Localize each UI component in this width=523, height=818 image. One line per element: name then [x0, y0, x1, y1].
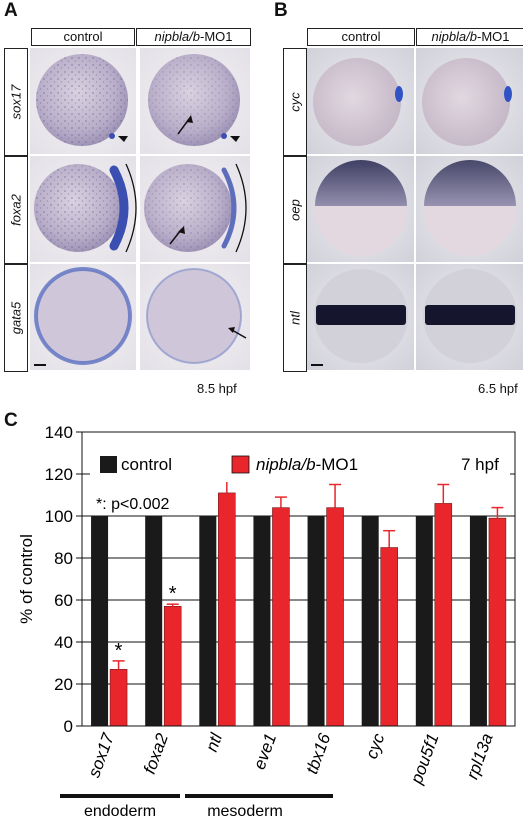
legend-label-control: control — [121, 455, 172, 474]
bar-mo-tbx16 — [327, 508, 344, 726]
y-tick-label-0: 0 — [64, 717, 73, 736]
significance-note: *: p<0.002 — [96, 496, 170, 513]
y-axis-label: % of control — [17, 534, 36, 624]
panel-a-header-mo-suffix: -MO1 — [200, 29, 233, 44]
bar-control-cyc — [362, 516, 379, 726]
embryo-b-ntl-mo — [416, 264, 523, 370]
embryo-b-cyc-mo — [416, 48, 523, 154]
panel-a-row-label-sox17: sox17 — [4, 48, 28, 156]
bar-mo-eve1 — [272, 508, 289, 726]
panel-b-row-label-ntl: ntl — [283, 264, 307, 372]
embryo-a-foxa2-control — [30, 156, 136, 262]
panel-b-letter: B — [274, 0, 288, 22]
bar-mo-ntl — [218, 493, 235, 726]
y-tick-label-40: 40 — [54, 633, 73, 652]
panel-a-image-grid — [28, 48, 252, 372]
endoderm-group-bar — [60, 794, 180, 798]
panel-b-header-mo-suffix: -MO1 — [477, 29, 510, 44]
bar-control-sox17 — [91, 516, 108, 726]
legend-label-mo-suffix: -MO1 — [316, 455, 359, 474]
panel-b-stage: 6.5 hpf — [478, 381, 518, 396]
bar-control-eve1 — [253, 516, 270, 726]
embryo-a-gata5-control — [30, 264, 136, 370]
bar-chart: ** 020406080100120140% of controlsox17fo… — [0, 420, 523, 818]
embryo-b-ntl-control — [307, 264, 414, 370]
embryo-a-sox17-control — [30, 48, 136, 154]
legend-swatch-control — [100, 456, 117, 473]
bar-mo-foxa2 — [164, 606, 181, 726]
x-tick-label-pou5f1: pou5f1 — [407, 731, 443, 787]
mesoderm-group-bar — [185, 794, 333, 798]
bar-control-pou5f1 — [416, 516, 433, 726]
bar-mo-pou5f1 — [435, 503, 452, 726]
panel-a-stage: 8.5 hpf — [197, 381, 237, 396]
embryo-b-cyc-control — [307, 48, 414, 154]
x-tick-label-ntl: ntl — [202, 730, 226, 755]
panel-b-row-label-cyc: cyc — [283, 48, 307, 156]
y-tick-label-20: 20 — [54, 675, 73, 694]
panel-a-header-mo: nipbla/b-MO1 — [136, 28, 251, 46]
x-tick-label-tbx16: tbx16 — [302, 730, 334, 776]
x-tick-label-rpl13a: rpl13a — [463, 731, 497, 782]
embryo-a-foxa2-mo — [140, 156, 250, 262]
embryo-a-gata5-mo — [140, 264, 250, 370]
panel-a-header-control-label: control — [63, 29, 102, 44]
bar-control-rpl13a — [470, 516, 487, 726]
endoderm-group-label: endoderm — [84, 803, 156, 818]
bar-control-foxa2 — [145, 516, 162, 726]
bar-mo-rpl13a — [489, 518, 506, 726]
panel-b-image-grid — [307, 48, 523, 372]
significance-star-sox17: * — [115, 640, 123, 662]
y-tick-label-80: 80 — [54, 549, 73, 568]
bar-layer: ** — [91, 480, 506, 726]
bar-mo-sox17 — [110, 669, 127, 726]
panel-a-header-mo-italic: nipbla/b — [154, 29, 200, 44]
y-tick-label-100: 100 — [45, 507, 73, 526]
panel-b-row-label-oep: oep — [283, 156, 307, 264]
panel-a-header-control: control — [31, 28, 135, 46]
x-tick-label-sox17: sox17 — [84, 730, 118, 780]
embryo-b-oep-control — [307, 156, 414, 262]
embryo-a-sox17-mo — [140, 48, 250, 154]
embryo-b-oep-mo — [416, 156, 523, 262]
mesoderm-group-label: mesoderm — [207, 803, 283, 818]
x-tick-label-cyc: cyc — [362, 730, 389, 761]
legend-label-mo: nipbla/b-MO1 — [256, 455, 358, 474]
panel-a-row-label-foxa2: foxa2 — [4, 156, 28, 264]
panel-b-header-control: control — [307, 28, 415, 46]
panel-b-header-mo-italic: nipbla/b — [431, 29, 477, 44]
bar-control-ntl — [199, 516, 216, 726]
legend-label-mo-italic: nipbla/b — [256, 455, 316, 474]
x-tick-label-foxa2: foxa2 — [140, 730, 172, 776]
bar-control-tbx16 — [308, 516, 325, 726]
chart-stage-label: 7 hpf — [461, 455, 499, 474]
panel-a-row-label-gata5: gata5 — [4, 264, 28, 372]
bar-mo-cyc — [381, 548, 398, 727]
panel-a-letter: A — [4, 0, 18, 22]
y-tick-label-140: 140 — [45, 423, 73, 442]
legend-swatch-mo — [232, 456, 249, 473]
x-tick-label-eve1: eve1 — [250, 731, 280, 772]
y-tick-label-60: 60 — [54, 591, 73, 610]
panel-b-header-control-label: control — [341, 29, 380, 44]
panel-b-header-mo: nipbla/b-MO1 — [416, 28, 523, 46]
y-tick-label-120: 120 — [45, 465, 73, 484]
significance-star-foxa2: * — [169, 583, 177, 605]
